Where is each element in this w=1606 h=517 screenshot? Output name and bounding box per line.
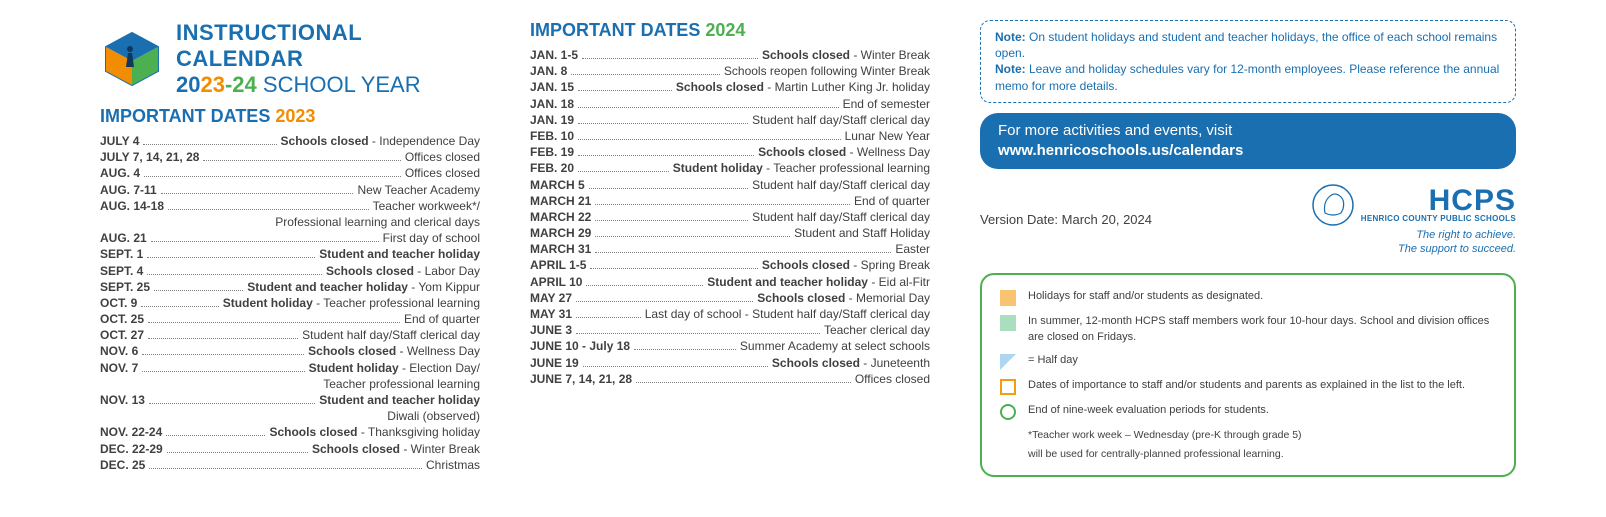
date-entry: FEB. 19Schools closed - Wellness Day <box>530 144 930 160</box>
date-entry: FEB. 10Lunar New Year <box>530 128 930 144</box>
date-entry: DEC. 25Christmas <box>100 457 480 473</box>
date-entry: NOV. 13Student and teacher holiday <box>100 392 480 408</box>
legend-text: End of nine-week evaluation periods for … <box>1028 403 1496 418</box>
page-header: INSTRUCTIONAL CALENDAR 2023-24 SCHOOL YE… <box>100 20 480 98</box>
date-entry: JAN. 8Schools reopen following Winter Br… <box>530 63 930 79</box>
date-entry: AUG. 4Offices closed <box>100 165 480 181</box>
legend-swatch-icon <box>1000 315 1016 331</box>
date-entry: MARCH 31Easter <box>530 241 930 257</box>
legend-swatch-icon <box>1000 354 1016 370</box>
date-entry: MAY 31Last day of school - Student half … <box>530 306 930 322</box>
date-entry: MARCH 22Student half day/Staff clerical … <box>530 209 930 225</box>
date-entry: APRIL 10Student and teacher holiday - Ei… <box>530 274 930 290</box>
date-entry: NOV. 22-24Schools closed - Thanksgiving … <box>100 424 480 440</box>
date-entry: MARCH 5Student half day/Staff clerical d… <box>530 177 930 193</box>
legend-footnote: *Teacher work week – Wednesday (pre-K th… <box>1028 428 1496 443</box>
date-entry: NOV. 6Schools closed - Wellness Day <box>100 343 480 359</box>
date-entry: JAN. 1-5Schools closed - Winter Break <box>530 47 930 63</box>
version-row: Version Date: March 20, 2024 HCPS HENRIC… <box>980 183 1516 255</box>
date-entry: AUG. 14-18Teacher workweek*/ <box>100 198 480 214</box>
entries-2024: JAN. 1-5Schools closed - Winter BreakJAN… <box>530 47 930 387</box>
date-entry: OCT. 9Student holiday - Teacher professi… <box>100 295 480 311</box>
section-2024-title: IMPORTANT DATES 2024 <box>530 20 930 41</box>
legend-row: Dates of importance to staff and/or stud… <box>1000 378 1496 395</box>
date-entry-continuation: Professional learning and clerical days <box>100 214 480 230</box>
date-entry: JAN. 18End of semester <box>530 96 930 112</box>
legend-row: End of nine-week evaluation periods for … <box>1000 403 1496 420</box>
legend-text: Holidays for staff and/or students as de… <box>1028 289 1496 304</box>
legend-text: = Half day <box>1028 353 1496 368</box>
legend-swatch-icon <box>1000 404 1016 420</box>
legend-row: In summer, 12-month HCPS staff members w… <box>1000 314 1496 345</box>
date-entry: AUG. 7-11New Teacher Academy <box>100 182 480 198</box>
hcps-head-icon <box>1311 183 1355 227</box>
left-column: INSTRUCTIONAL CALENDAR 2023-24 SCHOOL YE… <box>100 20 480 497</box>
date-entry: SEPT. 25Student and teacher holiday - Yo… <box>100 279 480 295</box>
date-entry: APRIL 1-5Schools closed - Spring Break <box>530 257 930 273</box>
date-entry: DEC. 22-29Schools closed - Winter Break <box>100 441 480 457</box>
hcps-logo: HCPS HENRICO COUNTY PUBLIC SCHOOLS The r… <box>1311 183 1516 255</box>
date-entry: OCT. 25End of quarter <box>100 311 480 327</box>
date-entry: JUNE 7, 14, 21, 28Offices closed <box>530 371 930 387</box>
version-date: Version Date: March 20, 2024 <box>980 212 1152 227</box>
date-entry: FEB. 20Student holiday - Teacher profess… <box>530 160 930 176</box>
legend-swatch-icon <box>1000 379 1016 395</box>
date-entry: AUG. 21First day of school <box>100 230 480 246</box>
date-entry-continuation: Diwali (observed) <box>100 408 480 424</box>
page-subtitle: 2023-24 SCHOOL YEAR <box>176 72 480 98</box>
link-bar: For more activities and events, visit ww… <box>980 113 1516 170</box>
date-entry: MARCH 29Student and Staff Holiday <box>530 225 930 241</box>
date-entry: JAN. 19Student half day/Staff clerical d… <box>530 112 930 128</box>
entries-2023: JULY 4Schools closed - Independence DayJ… <box>100 133 480 473</box>
legend-row: Holidays for staff and/or students as de… <box>1000 289 1496 306</box>
legend-text: In summer, 12-month HCPS staff members w… <box>1028 314 1496 345</box>
date-entry: JUNE 19Schools closed - Juneteenth <box>530 355 930 371</box>
date-entry: JULY 4Schools closed - Independence Day <box>100 133 480 149</box>
date-entry: OCT. 27Student half day/Staff clerical d… <box>100 327 480 343</box>
date-entry: SEPT. 1Student and teacher holiday <box>100 246 480 262</box>
page-title: INSTRUCTIONAL CALENDAR <box>176 20 480 72</box>
legend-row: = Half day <box>1000 353 1496 370</box>
legend-footnote: will be used for centrally-planned profe… <box>1028 447 1496 462</box>
notes-box: Note: On student holidays and student an… <box>980 20 1516 103</box>
section-2023-title: IMPORTANT DATES 2023 <box>100 106 480 127</box>
date-entry: JUNE 10 - July 18Summer Academy at selec… <box>530 338 930 354</box>
date-entry: MAY 27Schools closed - Memorial Day <box>530 290 930 306</box>
date-entry: JULY 7, 14, 21, 28Offices closed <box>100 149 480 165</box>
date-entry: MARCH 21End of quarter <box>530 193 930 209</box>
legend-text: Dates of importance to staff and/or stud… <box>1028 378 1496 393</box>
date-entry: NOV. 7Student holiday - Election Day/ <box>100 360 480 376</box>
legend-box: Holidays for staff and/or students as de… <box>980 273 1516 477</box>
date-entry: SEPT. 4Schools closed - Labor Day <box>100 263 480 279</box>
legend-swatch-icon <box>1000 290 1016 306</box>
date-entry: JAN. 15Schools closed - Martin Luther Ki… <box>530 79 930 95</box>
date-entry: JUNE 3Teacher clerical day <box>530 322 930 338</box>
date-entry-continuation: Teacher professional learning <box>100 376 480 392</box>
middle-column: IMPORTANT DATES 2024 JAN. 1-5Schools clo… <box>530 20 930 497</box>
right-column: Note: On student holidays and student an… <box>980 20 1516 497</box>
hcps-calendar-logo-icon <box>100 31 164 87</box>
